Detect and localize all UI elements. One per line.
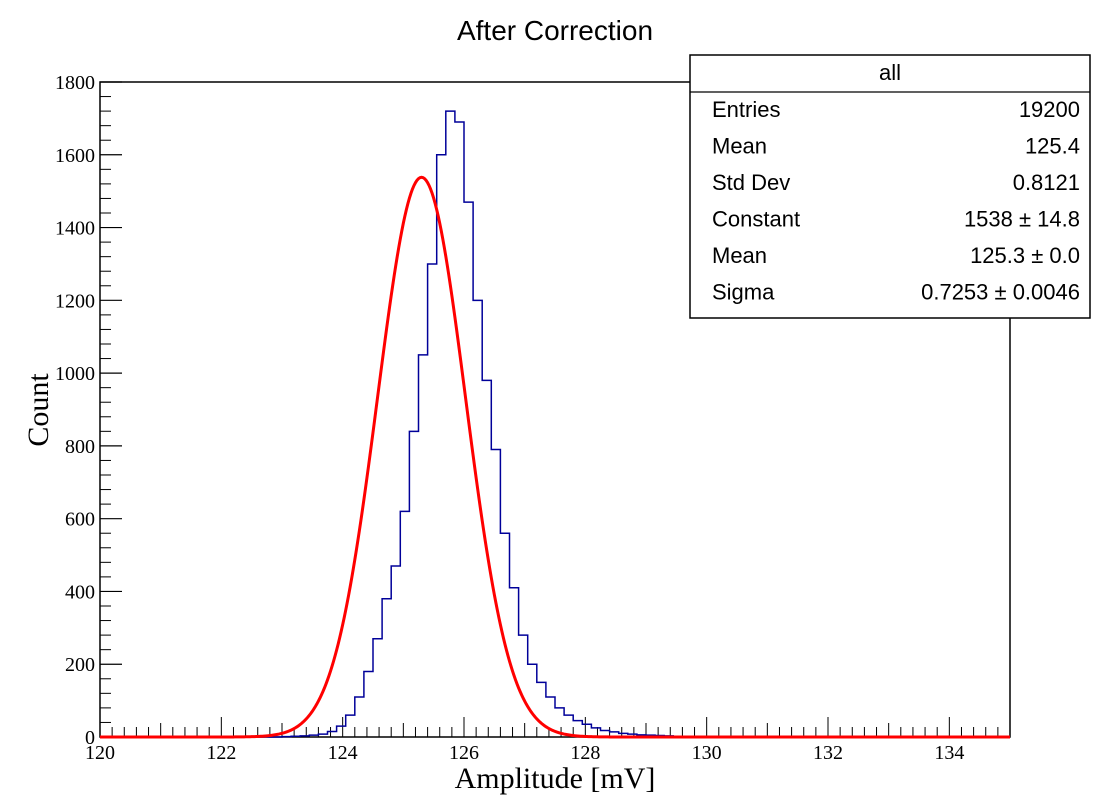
y-tick-label: 1400	[55, 218, 95, 240]
y-tick-label: 200	[65, 654, 95, 676]
x-tick-label: 126	[449, 742, 479, 764]
x-tick-label: 130	[692, 742, 722, 764]
stats-box: all Entries 19200 Mean 125.4 Std Dev 0.8121 Co…	[689, 54, 1091, 319]
y-tick-label: 0	[85, 727, 95, 749]
plot-frame	[99, 81, 1011, 738]
y-tick-label: 1000	[55, 363, 95, 385]
stats-row-label: Mean	[712, 243, 767, 268]
gaussian-fit-curve	[100, 175, 1010, 739]
x-tick-label: 134	[934, 742, 964, 764]
stats-row-value: 125.3 ± 0.0	[970, 243, 1080, 268]
x-tick-label: 132	[813, 742, 843, 764]
stats-box-title: all	[879, 60, 901, 85]
y-axis-label: Count	[22, 373, 55, 447]
stats-row-value: 125.4	[1025, 134, 1080, 159]
x-axis-ticks: 120 122 124 126 128 130 132 134	[85, 717, 1011, 764]
stats-box-frame	[689, 54, 1091, 319]
stats-row-value: 0.7253 ± 0.0046	[921, 280, 1080, 305]
x-tick-label: 122	[206, 742, 236, 764]
stats-row-label: Mean	[712, 134, 767, 159]
y-tick-label: 1800	[55, 72, 95, 94]
chart-title: After Correction	[457, 15, 653, 46]
stats-row-value: 19200	[1019, 97, 1080, 122]
x-tick-label: 128	[570, 742, 600, 764]
stats-row-value: 0.8121	[1013, 170, 1080, 195]
y-tick-label: 1600	[55, 145, 95, 167]
stats-row-label: Std Dev	[712, 170, 790, 195]
y-axis-ticks: 0 200 400 600 800 1000 1200 1400 1600 1800	[55, 72, 122, 749]
stats-row-label: Entries	[712, 97, 780, 122]
stats-row-label: Constant	[712, 207, 800, 232]
x-axis-label: Amplitude [mV]	[455, 762, 656, 795]
y-tick-label: 400	[65, 581, 95, 603]
stats-row-value: 1538 ± 14.8	[964, 207, 1080, 232]
y-tick-label: 1200	[55, 290, 95, 312]
x-tick-label: 124	[328, 742, 358, 764]
x-tick-label: 120	[85, 742, 115, 764]
stats-row-label: Sigma	[712, 280, 775, 305]
y-tick-label: 800	[65, 436, 95, 458]
y-tick-label: 600	[65, 509, 95, 531]
